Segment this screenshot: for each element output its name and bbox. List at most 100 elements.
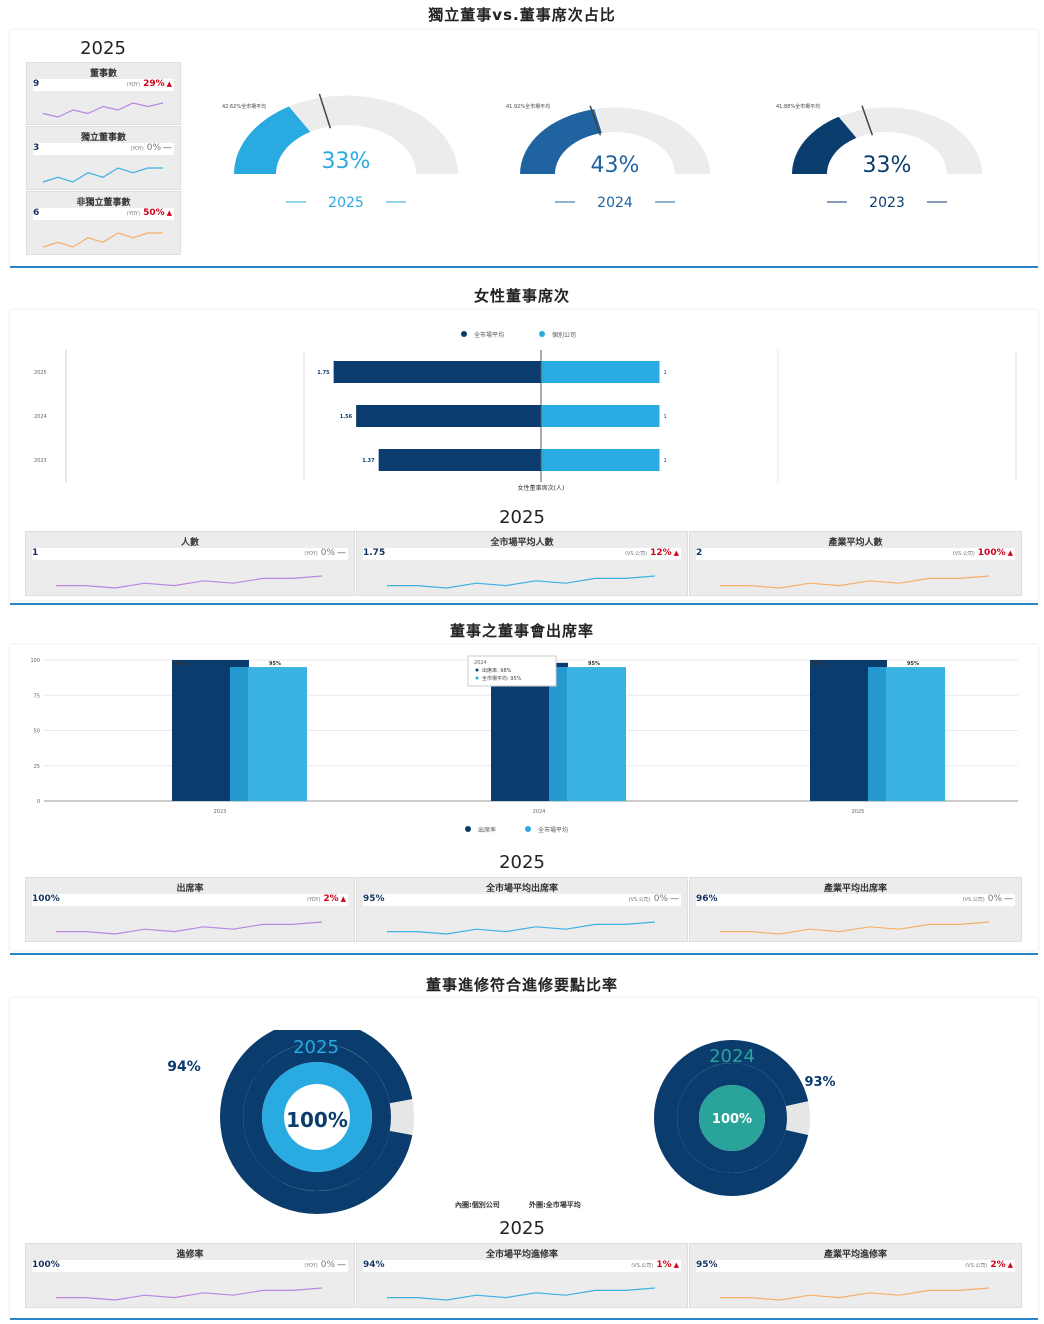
sparkline-path: [56, 575, 323, 589]
kpi-compare-label: (VS.公司): [965, 1263, 988, 1269]
kpi-title: 人數: [180, 538, 199, 548]
sparkline: [42, 232, 163, 248]
gauge-year-label: 2024: [597, 195, 633, 211]
donut-year-label: 2024: [709, 1046, 755, 1067]
x-axis-label: 女性董事席次(人): [518, 484, 565, 492]
caption-outer: 外圈:全市場平均: [529, 1200, 581, 1209]
kpi-pct: 0%: [653, 894, 668, 904]
kpi-pct: 29%: [143, 79, 165, 89]
gauge-charts: 42.62%全市場平均 33% 2025 41.92%全市場平均 43% 202…: [222, 93, 982, 211]
bar-label-market: 95%: [269, 661, 281, 667]
gauge-value-label: 33%: [863, 153, 912, 178]
category-label: 2024: [34, 414, 47, 420]
bar-label-company: 1: [664, 458, 667, 464]
kpi-title: 獨立董事數: [80, 133, 126, 143]
legend-marker-market: [525, 826, 531, 832]
legend-marker-company: [539, 331, 545, 337]
gauge-2024: 41.92%全市場平均 43% 2024: [506, 103, 710, 211]
tooltip-marker: [475, 668, 479, 672]
legend-market: 全市場平均: [474, 331, 504, 339]
sparkline-path: [720, 575, 990, 589]
section3-year: 2025: [499, 852, 545, 873]
sparkline: [56, 575, 323, 589]
up-triangle-icon: ▲: [673, 1261, 679, 1269]
bar-label-market: 1.37: [362, 458, 375, 464]
kpi-value: 9: [33, 79, 40, 89]
tooltip: 2024 出席率: 98% 全市場平均: 95%: [467, 655, 557, 687]
gauge-2023: 41.88%全市場平均 33% 2023: [776, 103, 982, 211]
category-label: 2023: [34, 458, 47, 464]
female-bars: 2025 1.75 1 2024 1.56 1 2023 1.37 1: [34, 361, 667, 471]
kpi-value: 1.75: [363, 548, 386, 558]
up-triangle-icon: ▲: [1007, 549, 1013, 557]
kpi-compare-label: (YOY): [306, 897, 321, 903]
kpi-pct: 0%: [146, 143, 161, 153]
sparkline-path: [56, 1287, 323, 1301]
kpi-pct: 0%: [320, 1260, 335, 1270]
kpi-value: 6: [33, 208, 40, 218]
kpi-value: 100%: [32, 1260, 60, 1270]
kpi-title: 出席率: [176, 884, 204, 894]
gauge-market-needle: [589, 105, 602, 136]
bar-label-market: 95%: [907, 661, 919, 667]
kpi-compare-label: (VS.公司): [962, 897, 985, 903]
donut-gap-ring: [677, 1063, 787, 1173]
kpi-pct: 2%: [323, 894, 339, 904]
sparkline: [42, 167, 163, 183]
section-divider: [10, 603, 1038, 605]
y-tick-label: 100: [30, 658, 40, 664]
kpi-pct: 0%: [320, 548, 335, 558]
kpi-compare-label: (VS.公司): [631, 1263, 654, 1269]
sparkline-path: [42, 102, 164, 118]
kpi-value: 100%: [32, 894, 60, 904]
kpi-value: 96%: [696, 894, 718, 904]
kpi-compare-label: (VS.公司): [952, 551, 975, 557]
legend-attendance: 出席率: [478, 826, 496, 834]
sparkline-path: [42, 167, 163, 183]
gauge-market-label: 41.88%全市場平均: [776, 103, 820, 110]
dash-icon: —: [1004, 894, 1013, 904]
up-triangle-icon: ▲: [673, 549, 679, 557]
kpi-card: 產業平均出席率 96% (VS.公司) 0% —: [689, 877, 1022, 942]
kpi-title: 全市場平均人數: [490, 538, 554, 548]
sparkline-path: [387, 575, 656, 589]
up-triangle-icon: ▲: [166, 80, 172, 88]
kpi-value: 1: [32, 548, 39, 558]
kpi-title: 董事數: [89, 69, 117, 79]
donut-outer-label: 93%: [804, 1075, 835, 1090]
donut-core: [284, 1084, 350, 1150]
donut-gap-ring: [243, 1043, 391, 1191]
legend-marker-attendance: [465, 826, 471, 832]
bar-label-company: 1: [664, 414, 667, 420]
donut-inner-disc: [699, 1085, 765, 1151]
dash-icon: —: [337, 1260, 346, 1270]
section2-year: 2025: [499, 507, 545, 528]
kpi-card: 全市場平均出席率 95% (VS.公司) 0% —: [356, 877, 688, 942]
section1-panel: [10, 30, 1038, 266]
bar-market-shade: [549, 667, 567, 801]
up-triangle-icon: ▲: [1007, 1261, 1013, 1269]
sparkline: [720, 1287, 990, 1301]
bar-label-attendance: 100%: [810, 661, 825, 667]
section-divider: [10, 1318, 1038, 1320]
x-tick-label: 2023: [214, 809, 227, 815]
legend-company: 個別公司: [552, 331, 576, 339]
sparkline: [42, 102, 164, 118]
kpi-value: 3: [33, 143, 40, 153]
kpi-value: 95%: [696, 1260, 718, 1270]
y-tick-label: 0: [37, 799, 40, 805]
kpi-title: 全市場平均進修率: [485, 1250, 558, 1260]
donut-outer-arc: [220, 1030, 414, 1214]
up-triangle-icon: ▲: [166, 209, 172, 217]
sparkline: [720, 921, 990, 935]
attendance-chart: 100 75 50 25 0 100% 95% 2023 95% 2024 100% 95% 2025…: [30, 655, 1018, 834]
section1-title: 獨立董事vs.董事席次占比: [428, 6, 616, 24]
y-tick-label: 50: [34, 729, 40, 735]
caption-inner: 內圈:個別公司: [455, 1200, 500, 1209]
bar-label-attendance: 100%: [172, 661, 187, 667]
sparkline-path: [42, 232, 163, 248]
sparkline-path: [720, 1287, 990, 1301]
attendance-bars: 100% 95% 2023 95% 2024 100% 95% 2025: [172, 660, 945, 815]
kpi-card: 全市場平均進修率 94% (VS.公司) 1% ▲: [356, 1243, 688, 1308]
kpi-title: 產業平均出席率: [823, 884, 887, 894]
